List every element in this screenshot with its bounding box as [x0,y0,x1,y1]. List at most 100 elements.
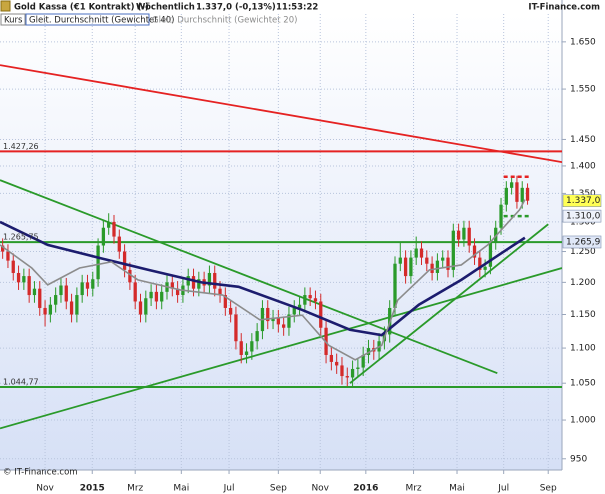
candle-body [297,304,302,308]
candle-body [499,204,503,228]
trendline [349,223,549,384]
candle-body [393,263,397,308]
candle-body [96,245,100,280]
x-tick-label: Jul [497,484,509,494]
candle-body [213,272,217,289]
legend-tab[interactable] [25,13,150,26]
candle-body [335,361,339,366]
candle-body [403,257,408,277]
icon [0,0,11,12]
x-tick-label: Mrz [405,484,421,494]
candle-body [356,367,360,369]
moving-average [0,220,526,337]
plot-layer [0,14,562,470]
legend-label[interactable]: Kurs [4,16,23,26]
price-label: 1.265,9 [566,237,601,247]
candle-body [435,260,440,273]
candle-body [43,307,47,315]
legend-tab[interactable] [0,13,26,26]
candle-body [329,354,334,362]
candle-body [160,291,164,302]
candle-body [430,263,434,273]
candle-body [27,276,31,296]
candle-body [149,291,153,299]
y-tick-label: 1.450 [570,135,596,145]
level-label: 1.044,77 [3,377,39,386]
candle-body [218,288,222,296]
candle-body [456,230,461,240]
y-tick-label: 1.100 [570,344,596,354]
legend-label[interactable]: Gleit. Durchschnitt (Gewichtet 40) [29,16,174,26]
candle-body [207,272,212,286]
level-label: 1.427,26 [3,142,39,151]
candle-body [107,221,111,228]
copyright: © IT-Finance.com [3,468,78,478]
candle-body [319,301,323,328]
y-tick-label: 1.650 [570,37,596,47]
candle-body [175,288,180,296]
candle-body [59,285,63,296]
candle-body [451,230,455,270]
candle-body [154,291,159,302]
candle-body [414,248,418,258]
candle-body [38,288,42,308]
x-tick-label: Nov [311,484,329,494]
y-tick-label: 1.050 [570,379,596,389]
candle-body [22,276,26,283]
candle-body [282,324,286,328]
level-label: 1.265,75 [3,233,39,242]
candle-body [340,365,344,377]
candle-body [11,260,15,273]
candle-body [228,307,233,315]
y-tick-label: 1.250 [570,247,596,257]
candle-body [170,282,174,289]
candle-body [6,251,10,261]
candle-body [64,285,68,302]
candle-body [186,276,190,286]
candle-body [504,187,508,205]
price-label-box [562,235,602,249]
y-tick-label: 1.150 [570,310,596,320]
x-tick-label: Sep [540,484,557,494]
candle-body [117,236,121,252]
candle-body [350,368,355,378]
candle-body [250,341,254,352]
instrument: Gold Kassa (€1 Kontrakt) (-) [14,3,149,13]
candle-body [520,187,524,202]
candle-body [409,257,413,277]
watermark: IT-Finance.com [528,3,600,13]
trendline [0,64,562,164]
y-tick-label: 1.350 [570,189,596,199]
candle-body [223,295,227,308]
candle-body [138,301,143,315]
candle-body [345,376,349,378]
period: Wöchentlich [136,3,195,13]
x-tick-label: Nov [36,484,54,494]
candle-body [483,266,487,270]
candle-body [128,269,132,283]
candle-body [446,257,450,270]
candle-body [54,295,58,305]
candle-body [122,251,127,270]
legend-label[interactable]: Gleit. Durchschnitt (Gewichtet 20) [152,16,297,26]
candle-body [478,257,482,270]
candle-body [234,314,238,342]
price-label-box [562,209,602,223]
candle-body [398,257,402,264]
candle-body [419,248,424,258]
candle-body [69,301,74,315]
y-tick-label: 950 [570,454,587,464]
candle-body [255,331,259,342]
price-label: 1.337,0 [566,196,601,206]
candle-body [525,187,530,201]
candle-body [292,307,296,315]
x-tick-label: Mai [173,484,189,494]
candle-body [515,182,519,202]
candle-body [197,279,201,289]
x-tick-label: Mrz [127,484,143,494]
candle-body [308,295,312,299]
candle-body [509,182,514,188]
candle-body [191,276,196,289]
candle-body [271,317,275,322]
